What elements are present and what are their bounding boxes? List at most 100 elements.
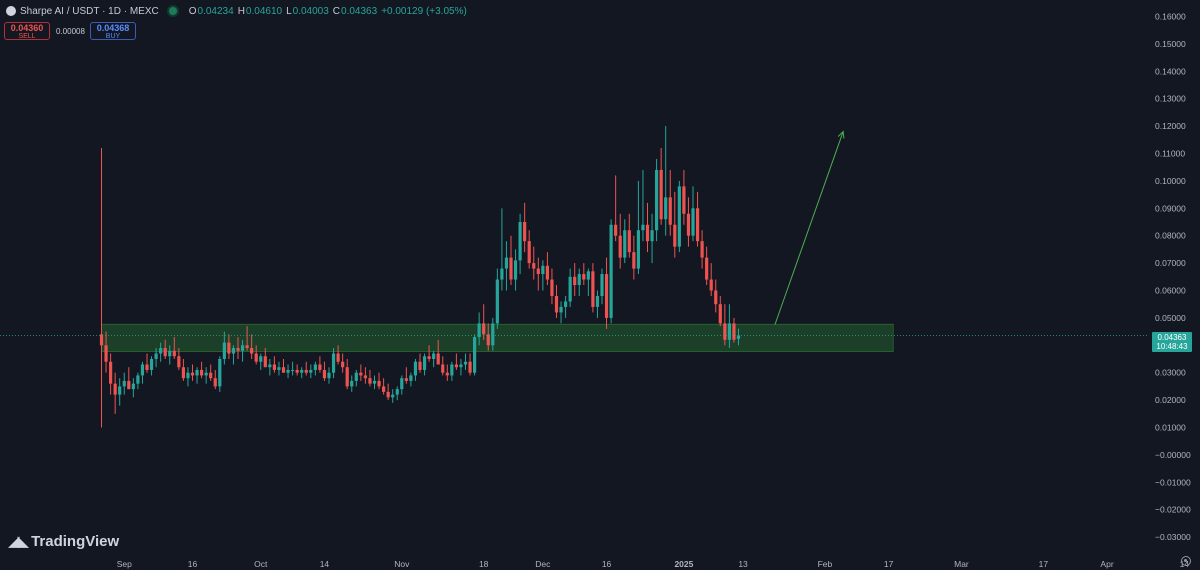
settings-gear-icon[interactable] <box>1181 556 1191 566</box>
candle-body <box>286 369 290 373</box>
x-tick-label: Nov <box>394 559 410 569</box>
x-tick-label: 17 <box>1039 559 1049 569</box>
y-tick-label: −0.01000 <box>1155 477 1191 487</box>
y-tick-label: 0.03000 <box>1155 368 1186 378</box>
y-tick-label: 0.06000 <box>1155 286 1186 296</box>
candle-body <box>536 268 540 275</box>
candle-body <box>263 356 267 368</box>
candle <box>482 304 486 340</box>
candle-body <box>254 353 258 362</box>
candle <box>541 260 545 291</box>
candle-body <box>636 230 640 269</box>
price-change: +0.00129 (+3.05%) <box>381 5 467 17</box>
candle <box>441 356 445 376</box>
candle-body <box>413 361 418 376</box>
candle-body <box>236 348 240 351</box>
market-status-icon <box>168 7 177 15</box>
candle-body <box>136 375 140 384</box>
candle-body <box>641 224 645 231</box>
candle <box>186 367 190 387</box>
candle-body <box>331 353 336 373</box>
ohlc-open-label: O <box>188 5 197 17</box>
candle <box>327 367 331 384</box>
y-tick-label: 0.02000 <box>1155 395 1186 405</box>
candle-body <box>732 323 736 340</box>
candle <box>127 367 131 390</box>
symbol-title[interactable]: Sharpe AI / USDT · 1D · MEXC <box>20 5 159 17</box>
candle <box>359 364 363 381</box>
candle <box>664 126 668 236</box>
candle-body <box>377 380 381 387</box>
candle-body <box>250 348 254 354</box>
ohlc-high-label: H <box>237 5 245 17</box>
candle <box>700 230 704 269</box>
x-tick-label: Mar <box>954 559 969 569</box>
candle-body <box>113 383 117 395</box>
candle <box>627 213 631 258</box>
candle-body <box>268 364 272 368</box>
candle <box>655 158 659 242</box>
sell-button[interactable]: 0.04360 SELL <box>4 22 50 40</box>
candle <box>391 389 395 403</box>
y-tick-label: 0.14000 <box>1155 66 1186 76</box>
candle <box>336 345 340 365</box>
y-tick-label: −0.00000 <box>1155 450 1191 460</box>
candle <box>545 252 549 286</box>
candle-body <box>623 230 627 258</box>
ohlc-low-label: L <box>286 5 292 17</box>
ohlc-high-value: 0.04610 <box>245 5 283 17</box>
candle-body <box>509 257 513 280</box>
candle <box>418 353 422 373</box>
candle <box>677 180 681 253</box>
x-tick-label: 17 <box>884 559 894 569</box>
candle-body <box>473 337 477 373</box>
candle-body <box>668 197 672 225</box>
y-tick-label: 0.16000 <box>1155 12 1186 22</box>
candle <box>268 359 272 376</box>
candle-body <box>618 235 622 258</box>
candle <box>400 375 404 395</box>
candle <box>422 353 427 376</box>
candle-body <box>695 208 700 242</box>
candle <box>409 372 413 387</box>
candle-body <box>736 335 741 339</box>
candle <box>345 359 349 390</box>
candle <box>109 353 113 395</box>
current-price-label: 0.04363 10:48:43 <box>1152 332 1192 352</box>
tradingview-mark-icon: ◢◣ <box>8 533 29 550</box>
candle <box>372 375 377 390</box>
ohlc-low-value: 0.04003 <box>292 5 329 17</box>
x-tick-label: 18 <box>479 559 489 569</box>
candle <box>300 367 304 379</box>
candle-body <box>227 342 231 354</box>
candle <box>322 361 327 381</box>
buy-button[interactable]: 0.04368 BUY <box>90 22 136 40</box>
candle-body <box>159 348 163 354</box>
candle <box>527 230 531 269</box>
candle-body <box>586 271 590 280</box>
candle-body <box>122 380 126 387</box>
tradingview-logo[interactable]: ◢◣ TradingView <box>8 532 119 551</box>
candle <box>614 175 618 242</box>
candle <box>304 361 308 376</box>
x-tick-label: Apr <box>1100 559 1113 569</box>
x-tick-label: Sep <box>117 559 132 569</box>
candle <box>604 257 609 329</box>
y-tick-label: −0.02000 <box>1155 505 1191 515</box>
candle <box>445 364 449 381</box>
candle <box>586 268 590 296</box>
y-tick-label: −0.03000 <box>1155 532 1191 542</box>
candle-body <box>363 375 367 379</box>
candle-body <box>291 369 295 371</box>
candle-body <box>213 378 217 387</box>
candle <box>609 219 613 324</box>
candle-body <box>604 274 609 318</box>
candle <box>705 246 709 286</box>
candle <box>382 378 386 395</box>
projection-arrow[interactable] <box>774 131 844 325</box>
candle-body <box>513 260 518 280</box>
candle-body <box>436 353 440 365</box>
candle-body <box>486 334 490 346</box>
ohlc-close-value: 0.04363 <box>341 5 378 17</box>
